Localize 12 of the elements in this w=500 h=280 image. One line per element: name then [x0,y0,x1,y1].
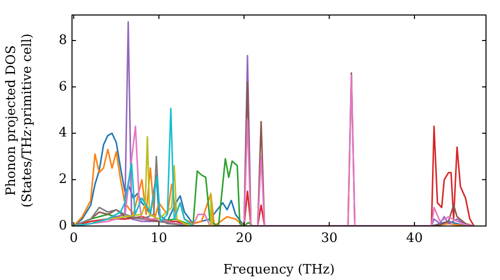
y-tick-label: 0 [58,218,67,234]
y-tick-label: 8 [58,32,67,48]
y-tick-label: 2 [58,172,67,187]
y-tick-label: 6 [58,79,67,94]
x-tick-label: 10 [150,231,168,246]
y-tick-label: 4 [58,126,67,141]
x-tick-label: 0 [70,231,78,246]
y-axis-title: Phonon projected DOS (States/THz·primitive cell) [4,33,35,208]
x-axis-title: Frequency (THz) [223,262,335,278]
x-tick-label: 30 [320,231,338,246]
x-tick-label: 20 [236,231,252,246]
x-tick-label: 40 [406,231,423,246]
